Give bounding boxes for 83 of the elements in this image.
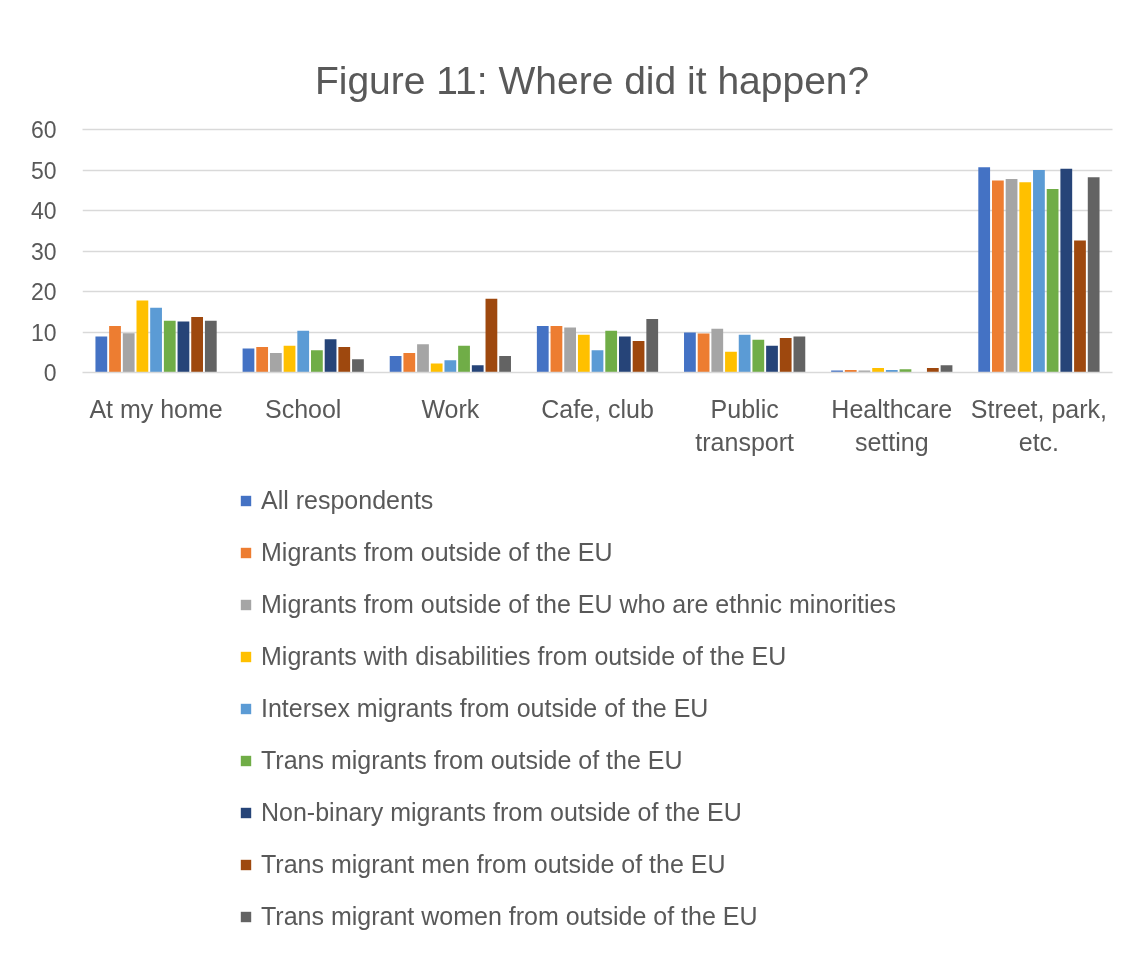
bar bbox=[591, 350, 604, 373]
bar bbox=[536, 325, 549, 373]
x-tick-label: School bbox=[264, 394, 342, 423]
bar bbox=[458, 345, 470, 373]
bar bbox=[1074, 240, 1086, 373]
bar bbox=[858, 370, 871, 373]
bar bbox=[711, 328, 724, 373]
bar bbox=[403, 353, 416, 373]
bar bbox=[150, 307, 162, 373]
bar bbox=[926, 368, 939, 373]
bar bbox=[1019, 182, 1032, 373]
x-tick-label: Public transport bbox=[695, 394, 795, 457]
bar bbox=[204, 320, 217, 373]
bar bbox=[1046, 189, 1059, 373]
bar bbox=[752, 339, 765, 373]
legend-label: Migrants with disabilities from outside of the EU bbox=[261, 641, 787, 671]
bar bbox=[632, 340, 645, 373]
x-tick-label: Street, park, etc. bbox=[970, 394, 1108, 457]
bar bbox=[738, 334, 751, 373]
bar bbox=[256, 346, 269, 373]
bar bbox=[136, 300, 149, 373]
bar bbox=[697, 333, 710, 373]
bar bbox=[564, 327, 577, 373]
bar bbox=[324, 339, 337, 373]
bar bbox=[1033, 170, 1045, 373]
bar bbox=[269, 353, 282, 373]
bar bbox=[283, 345, 296, 373]
bar bbox=[352, 359, 364, 373]
legend-label: Non-binary migrants from outside of the EU bbox=[261, 797, 742, 827]
bar bbox=[725, 351, 737, 373]
bar bbox=[605, 330, 618, 373]
legend-label: All respondents bbox=[261, 485, 434, 515]
bar bbox=[95, 336, 108, 373]
bar bbox=[389, 355, 402, 373]
bar bbox=[978, 167, 991, 373]
bar bbox=[311, 350, 323, 373]
bar bbox=[417, 344, 429, 373]
bar bbox=[122, 333, 135, 373]
x-tick-label: At my home bbox=[89, 394, 223, 423]
bar bbox=[444, 360, 457, 373]
bar bbox=[684, 332, 696, 373]
bar bbox=[1060, 168, 1073, 373]
bar bbox=[177, 321, 190, 373]
y-tick-label: 10 bbox=[30, 319, 57, 346]
bar bbox=[872, 368, 884, 373]
legend-label: Migrants from outside of the EU who are ethnic minorities bbox=[261, 589, 896, 619]
bar bbox=[550, 325, 563, 373]
x-tick-label: Cafe, club bbox=[541, 394, 654, 423]
y-tick-label: 20 bbox=[30, 279, 57, 305]
legend-label: Trans migrant men from outside of the EU bbox=[261, 849, 726, 879]
y-tick-label: 30 bbox=[30, 238, 57, 265]
legend-label: Migrants from outside of the EU bbox=[261, 537, 613, 567]
bar bbox=[646, 319, 659, 373]
bar bbox=[471, 365, 484, 373]
y-tick-label: 50 bbox=[30, 157, 57, 184]
chart-title: Figure 11: Where did it happen? bbox=[314, 58, 870, 102]
legend-label: Trans migrant women from outside of the EU bbox=[261, 901, 758, 931]
y-tick-label: 40 bbox=[30, 198, 57, 224]
bar bbox=[242, 348, 255, 373]
bar bbox=[338, 346, 351, 373]
x-tick-label: Healthcare setting bbox=[831, 394, 953, 457]
bar bbox=[1087, 177, 1100, 373]
bar bbox=[297, 330, 310, 373]
x-tick-label: Work bbox=[421, 394, 480, 423]
legend-label: Intersex migrants from outside of the EU bbox=[261, 693, 709, 723]
bar bbox=[109, 325, 121, 373]
bar bbox=[766, 345, 778, 373]
bar bbox=[1005, 178, 1018, 373]
bar bbox=[577, 334, 590, 373]
bar bbox=[430, 363, 443, 373]
bar bbox=[940, 365, 953, 373]
bar bbox=[991, 180, 1004, 373]
bar bbox=[485, 298, 498, 373]
bar bbox=[793, 336, 806, 373]
bar bbox=[191, 317, 204, 373]
y-tick-label: 0 bbox=[43, 360, 57, 386]
bar bbox=[163, 320, 176, 373]
y-tick-label: 60 bbox=[30, 117, 57, 143]
bar bbox=[779, 338, 792, 373]
legend-label: Trans migrants from outside of the EU bbox=[261, 745, 683, 775]
bar bbox=[499, 355, 511, 373]
bar bbox=[618, 336, 631, 373]
bar bbox=[831, 370, 843, 373]
